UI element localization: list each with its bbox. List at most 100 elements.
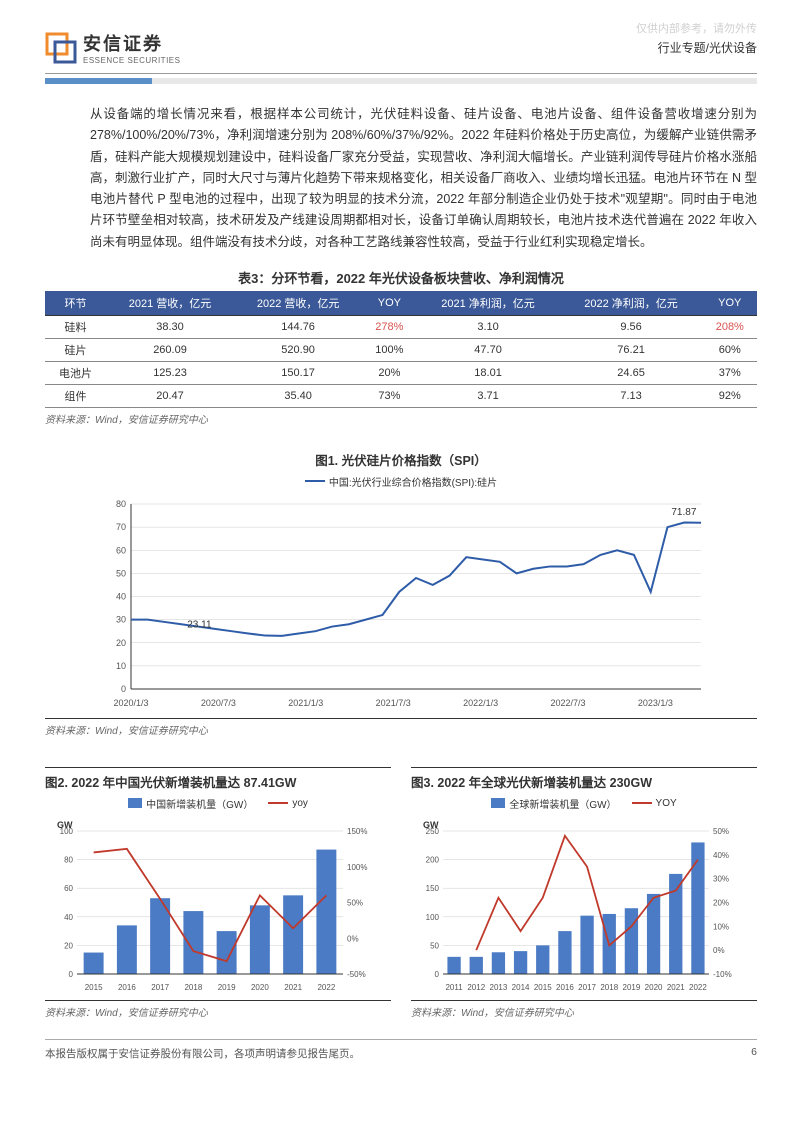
watermark-text: 仅供内部参考，请勿外传 [636, 20, 757, 36]
svg-text:2015: 2015 [85, 983, 103, 992]
svg-text:30: 30 [116, 614, 126, 624]
chart3-svg: 050100150200250-10%0%10%20%30%40%50%GW20… [411, 816, 741, 996]
svg-text:20: 20 [64, 941, 73, 950]
chart3-source: 资料来源：Wind，安信证券研究中心 [411, 1004, 757, 1019]
chart1-legend-label: 中国:光伏行业综合价格指数(SPI):硅片 [329, 474, 497, 489]
table3-source: 资料来源：Wind，安信证券研究中心 [45, 411, 757, 426]
chart2-svg: 020406080100-50%0%50%100%150%GW201520162… [45, 816, 375, 996]
svg-text:GW: GW [423, 820, 439, 830]
body-paragraph: 从设备端的增长情况来看，根据样本公司统计，光伏硅料设备、硅片设备、电池片设备、组… [90, 104, 757, 253]
svg-text:2014: 2014 [512, 983, 530, 992]
svg-text:2021: 2021 [284, 983, 302, 992]
svg-text:80: 80 [64, 855, 73, 864]
svg-text:60: 60 [116, 545, 126, 555]
chart1-legend: 中国:光伏行业综合价格指数(SPI):硅片 [45, 474, 757, 489]
svg-text:2021/7/3: 2021/7/3 [376, 698, 411, 708]
header-divider-bar [45, 78, 757, 84]
svg-text:150: 150 [426, 884, 440, 893]
svg-text:2023/1/3: 2023/1/3 [638, 698, 673, 708]
chart1-box: 0 10 20 30 40 50 60 70 80 2020/1/3 2020/7/3 2021/1/… [45, 494, 757, 719]
table3: 环节2021 营收，亿元2022 营收，亿元YOY2021 净利润，亿元2022… [45, 291, 757, 408]
svg-text:50%: 50% [347, 898, 363, 907]
page-footer: 本报告版权属于安信证券股份有限公司，各项声明请参见报告尾页。 6 [45, 1039, 757, 1061]
svg-text:-10%: -10% [713, 970, 732, 979]
svg-text:2022/1/3: 2022/1/3 [463, 698, 498, 708]
svg-text:80: 80 [116, 499, 126, 509]
logo-text-cn: 安信证券 [83, 30, 180, 56]
svg-text:2021: 2021 [667, 983, 685, 992]
chart3-line-legend-icon [632, 802, 652, 804]
svg-text:20: 20 [116, 638, 126, 648]
svg-text:2018: 2018 [184, 983, 202, 992]
chart2-legend: 中国新增装机量（GW） yoy [45, 796, 391, 811]
svg-text:GW: GW [57, 820, 73, 830]
svg-text:40%: 40% [713, 851, 729, 860]
chart3-box: 050100150200250-10%0%10%20%30%40%50%GW20… [411, 816, 757, 1001]
svg-text:2016: 2016 [556, 983, 574, 992]
chart2-bar-legend-icon [128, 798, 142, 808]
svg-text:100%: 100% [347, 863, 367, 872]
logo-text-en: ESSENCE SECURITIES [83, 56, 180, 65]
chart3-title: 图3. 2022 年全球光伏新增装机量达 230GW [411, 767, 757, 791]
svg-text:0: 0 [121, 684, 126, 694]
chart3-bar-legend-label: 全球新增装机量（GW） [509, 796, 616, 811]
svg-text:23.11: 23.11 [187, 619, 212, 630]
svg-text:10%: 10% [713, 922, 729, 931]
chart1-title: 图1. 光伏硅片价格指数（SPI） [45, 446, 757, 469]
svg-text:200: 200 [426, 855, 440, 864]
svg-text:0: 0 [435, 970, 440, 979]
svg-text:0%: 0% [347, 934, 359, 943]
svg-text:2020: 2020 [251, 983, 269, 992]
svg-text:2020: 2020 [645, 983, 663, 992]
svg-text:2015: 2015 [534, 983, 552, 992]
chart2-title: 图2. 2022 年中国光伏新增装机量达 87.41GW [45, 767, 391, 791]
chart2-line-legend-icon [268, 802, 288, 804]
svg-text:71.87: 71.87 [671, 507, 696, 518]
header-category: 行业专题/光伏设备 [658, 39, 757, 56]
logo-icon [45, 32, 77, 64]
chart2-line-legend-label: yoy [292, 798, 308, 809]
chart1-svg: 0 10 20 30 40 50 60 70 80 2020/1/3 2020/7/3 2021/1/… [91, 494, 711, 714]
svg-text:10: 10 [116, 661, 126, 671]
svg-text:50: 50 [430, 941, 439, 950]
svg-text:2022/7/3: 2022/7/3 [550, 698, 585, 708]
svg-text:2019: 2019 [218, 983, 236, 992]
svg-text:20%: 20% [713, 898, 729, 907]
svg-text:2020/7/3: 2020/7/3 [201, 698, 236, 708]
chart3-legend: 全球新增装机量（GW） YOY [411, 796, 757, 811]
chart3-bar-legend-icon [491, 798, 505, 808]
svg-text:-50%: -50% [347, 970, 366, 979]
page-number: 6 [751, 1046, 757, 1061]
svg-text:2019: 2019 [623, 983, 641, 992]
table3-title: 表3：分环节看，2022 年光伏设备板块营收、净利润情况 [45, 268, 757, 287]
svg-text:2013: 2013 [490, 983, 508, 992]
svg-text:50: 50 [116, 568, 126, 578]
svg-text:50%: 50% [713, 827, 729, 836]
svg-text:2017: 2017 [151, 983, 169, 992]
chart2-source: 资料来源：Wind，安信证券研究中心 [45, 1004, 391, 1019]
svg-text:2017: 2017 [578, 983, 596, 992]
logo: 安信证券 ESSENCE SECURITIES [45, 30, 180, 65]
svg-text:0: 0 [69, 970, 74, 979]
svg-text:2012: 2012 [467, 983, 485, 992]
svg-text:2020/1/3: 2020/1/3 [113, 698, 148, 708]
svg-text:2022: 2022 [317, 983, 335, 992]
svg-text:2021/1/3: 2021/1/3 [288, 698, 323, 708]
svg-text:40: 40 [116, 591, 126, 601]
svg-text:40: 40 [64, 913, 73, 922]
svg-text:150%: 150% [347, 827, 367, 836]
chart2-bar-legend-label: 中国新增装机量（GW） [146, 796, 253, 811]
footer-disclaimer: 本报告版权属于安信证券股份有限公司，各项声明请参见报告尾页。 [45, 1046, 360, 1061]
chart1-source: 资料来源：Wind，安信证券研究中心 [45, 722, 757, 737]
svg-text:2016: 2016 [118, 983, 136, 992]
svg-text:2022: 2022 [689, 983, 707, 992]
svg-text:2018: 2018 [600, 983, 618, 992]
chart2-box: 020406080100-50%0%50%100%150%GW201520162… [45, 816, 391, 1001]
svg-text:2011: 2011 [445, 983, 463, 992]
chart1-legend-line-icon [305, 480, 325, 482]
svg-text:60: 60 [64, 884, 73, 893]
svg-text:30%: 30% [713, 874, 729, 883]
svg-text:70: 70 [116, 522, 126, 532]
svg-text:0%: 0% [713, 946, 725, 955]
chart3-line-legend-label: YOY [656, 798, 677, 809]
